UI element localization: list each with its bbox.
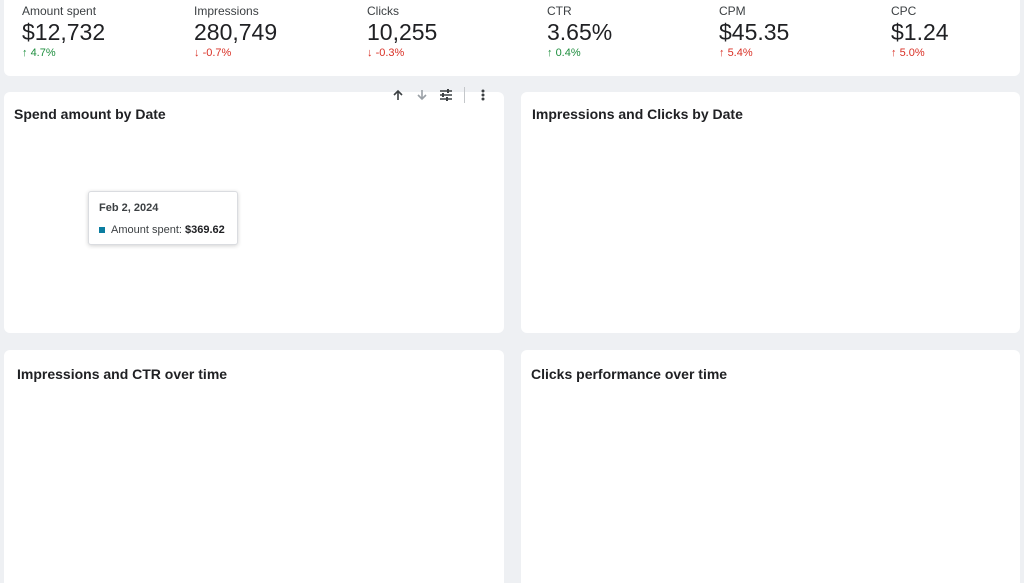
kpi-delta-value: 5.4%	[727, 47, 753, 59]
kpi-delta: ↓ -0.7%	[194, 46, 344, 60]
kpi-ctr: CTR 3.65% ↑ 0.4%	[547, 4, 697, 60]
more-options-icon[interactable]	[471, 86, 495, 104]
kpi-label: CTR	[547, 4, 572, 18]
kpi-label: Amount spent	[22, 4, 97, 18]
kpi-delta: ↑ 5.0%	[891, 46, 1024, 60]
kpi-delta-value: 4.7%	[30, 47, 56, 59]
chart-toolbar	[386, 86, 495, 104]
filter-settings-icon[interactable]	[434, 86, 458, 104]
kpi-impressions: Impressions 280,749 ↓ -0.7%	[194, 4, 344, 60]
arrow-down-icon: ↓	[194, 47, 200, 59]
chart-title: Impressions and Clicks by Date	[532, 106, 743, 122]
impressions-ctr-chart-card	[4, 350, 504, 583]
tooltip-row: Amount spent: $369.62	[99, 224, 225, 236]
sort-descending-icon[interactable]	[410, 86, 434, 104]
arrow-up-icon: ↑	[547, 47, 553, 59]
kpi-label: CPM	[719, 4, 746, 18]
kpi-value: $45.35	[719, 19, 790, 45]
kpi-delta-value: -0.7%	[202, 47, 232, 59]
kpi-label: CPC	[891, 4, 917, 18]
kpi-summary-card: Amount spent $12,732 ↑ 4.7% Impressions …	[4, 0, 1020, 76]
chart-title: Impressions and CTR over time	[17, 366, 228, 382]
arrow-up-icon: ↑	[719, 47, 725, 59]
kpi-delta-value: 5.0%	[899, 47, 925, 59]
kpi-value: 10,255	[367, 19, 438, 45]
kpi-delta: ↑ 4.7%	[22, 46, 172, 60]
tooltip-label: Amount spent:	[111, 224, 185, 236]
kpi-delta: ↓ -0.3%	[367, 46, 517, 60]
kpi-delta-value: 0.4%	[555, 47, 581, 59]
impressions-clicks-chart-card	[521, 92, 1020, 333]
chart-title: Spend amount by Date	[14, 106, 166, 122]
kpi-delta: ↑ 0.4%	[547, 46, 697, 60]
kpi-value: 3.65%	[547, 19, 613, 45]
kpi-amount-spent: Amount spent $12,732 ↑ 4.7%	[22, 4, 172, 60]
tooltip-date: Feb 2, 2024	[99, 202, 159, 214]
sort-ascending-icon[interactable]	[386, 86, 410, 104]
kpi-delta: ↑ 5.4%	[719, 46, 869, 60]
kpi-delta-value: -0.3%	[375, 47, 405, 59]
toolbar-divider	[464, 87, 465, 103]
clicks-cpc-chart-card	[521, 350, 1020, 583]
series-swatch	[99, 227, 105, 234]
kpi-value: $1.24	[891, 19, 949, 45]
kpi-value: $12,732	[22, 19, 106, 45]
spend-chart-card	[4, 92, 504, 333]
kpi-cpm: CPM $45.35 ↑ 5.4%	[719, 4, 869, 60]
kpi-value: 280,749	[194, 19, 278, 45]
tooltip-value: $369.62	[185, 224, 225, 236]
arrow-up-icon: ↑	[22, 47, 28, 59]
chart-title: Clicks performance over time	[531, 366, 728, 382]
kpi-clicks: Clicks 10,255 ↓ -0.3%	[367, 4, 517, 60]
arrow-up-icon: ↑	[891, 47, 897, 59]
arrow-down-icon: ↓	[367, 47, 373, 59]
kpi-label: Clicks	[367, 4, 399, 18]
kpi-cpc: CPC $1.24 ↑ 5.0%	[891, 4, 1024, 60]
chart-tooltip: Feb 2, 2024 Amount spent: $369.62	[88, 191, 238, 245]
kpi-label: Impressions	[194, 4, 259, 18]
